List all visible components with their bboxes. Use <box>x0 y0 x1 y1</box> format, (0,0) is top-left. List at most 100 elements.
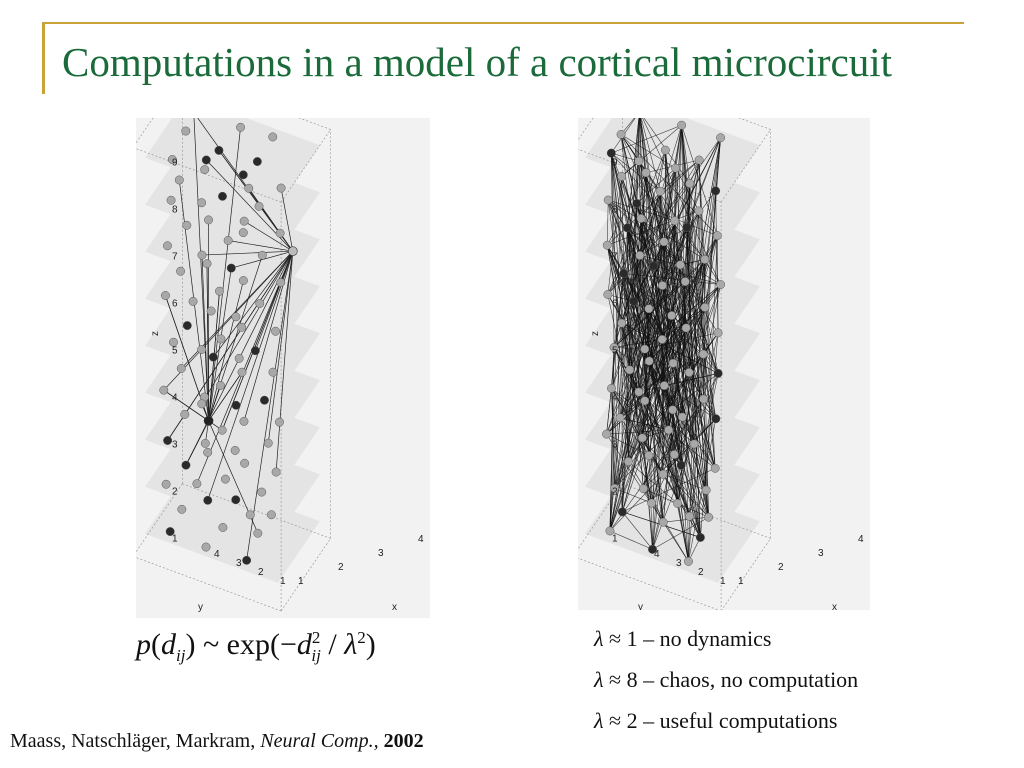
neuron <box>664 425 674 435</box>
neuron <box>169 337 178 347</box>
z-tick-label: 8 <box>612 205 618 216</box>
synapse-line <box>621 322 719 374</box>
synapse-line <box>611 118 636 154</box>
microcircuit-figure-dense: 1 2 3 4 5 6 7 8 9 z 1 2 3 4 1 2 3 4 y x <box>578 118 870 610</box>
neuron <box>176 364 186 373</box>
synapse-line <box>643 455 650 489</box>
neuron <box>644 356 654 366</box>
synapse-line <box>627 227 664 523</box>
synapse-line <box>671 315 717 419</box>
neuron <box>257 487 267 497</box>
dense-network-plot: 1 2 3 4 5 6 7 8 9 z 1 2 3 4 1 2 3 4 y x <box>578 118 864 610</box>
x-tick-label: 1 <box>298 576 304 587</box>
neuron <box>181 126 191 136</box>
lambda-text: ≈ 8 – chaos, no computation <box>603 667 859 692</box>
z-tick-label: 1 <box>612 534 618 545</box>
synapse-line <box>611 152 661 192</box>
neuron <box>681 323 691 333</box>
neuron <box>634 387 644 397</box>
formula-slash: / <box>320 628 345 661</box>
neuron <box>695 533 705 542</box>
synapse-line <box>663 241 669 430</box>
synapse-line <box>639 255 681 266</box>
neuron <box>188 296 198 306</box>
neuron <box>713 368 723 378</box>
y-tick-label: 2 <box>698 567 704 578</box>
frame-edge <box>136 118 154 144</box>
synapse-line <box>671 315 704 400</box>
neuron <box>217 425 227 435</box>
x-axis-label: x <box>832 602 837 610</box>
neuron <box>201 155 211 165</box>
synapse-line <box>648 284 721 362</box>
z-tick-label: 9 <box>172 158 178 169</box>
neuron <box>716 133 726 143</box>
neuron <box>231 312 241 322</box>
neuron <box>231 495 241 505</box>
neuron <box>609 342 619 352</box>
z-tick-label: 2 <box>172 487 178 498</box>
synapse-line <box>686 227 701 538</box>
neuron <box>659 381 669 391</box>
neuron <box>218 523 228 532</box>
neuron <box>220 474 230 484</box>
neuron <box>174 175 184 185</box>
frame-edge <box>578 118 594 141</box>
neuron <box>644 304 654 314</box>
synapse-line <box>267 251 294 444</box>
synapse-line <box>675 167 700 212</box>
neuron <box>159 385 169 395</box>
neuron <box>239 416 249 426</box>
synapse-line <box>627 227 663 340</box>
neuron <box>240 458 250 468</box>
neuron <box>226 263 236 273</box>
neuron <box>216 381 225 390</box>
synapse-line <box>623 273 690 517</box>
z-tick-label: 5 <box>172 346 178 357</box>
formula-d: d <box>161 628 176 661</box>
synapse-line <box>642 437 709 518</box>
synapse-line <box>648 360 669 430</box>
neuron <box>711 414 721 424</box>
neuron <box>237 322 247 332</box>
neuron <box>245 510 255 520</box>
citation-authors: Maass, Natschläger, Markram, <box>10 730 261 752</box>
y-axis-label: y <box>198 602 203 613</box>
neuron <box>673 499 683 508</box>
synapse-line <box>663 241 682 466</box>
neuron <box>165 527 175 537</box>
neuron <box>266 510 276 520</box>
neuron <box>163 436 173 445</box>
synapse-line <box>213 250 294 358</box>
neuron <box>637 433 647 443</box>
neuron <box>182 321 192 331</box>
synapse-line <box>244 220 293 252</box>
synapse-line <box>613 281 686 348</box>
synapse-line <box>688 137 721 562</box>
synapse-line <box>689 137 721 517</box>
frame-edge <box>720 129 771 203</box>
synapse-line <box>201 250 293 256</box>
synapse-line <box>606 245 669 431</box>
neuron <box>202 259 212 269</box>
synapse-line <box>606 245 643 439</box>
neuron <box>253 528 263 538</box>
neuron <box>644 451 654 460</box>
neuron <box>684 556 693 566</box>
neuron <box>689 439 699 449</box>
synapse-line <box>606 245 709 518</box>
neuron <box>615 413 625 423</box>
synapse-line <box>619 203 638 418</box>
formula-sub-1: ij <box>176 646 186 665</box>
synapse-line <box>628 327 687 462</box>
frame-edge <box>280 538 331 612</box>
neuron <box>167 155 177 164</box>
synapse-line <box>621 150 666 324</box>
formula-close: ) <box>365 628 376 661</box>
z-tick-label: 6 <box>612 299 618 310</box>
synapse-line <box>644 220 675 401</box>
y-tick-label: 4 <box>654 549 660 560</box>
z-tick-label: 9 <box>612 158 618 169</box>
formula-lambda: λ <box>344 628 358 661</box>
neuron <box>181 460 191 470</box>
